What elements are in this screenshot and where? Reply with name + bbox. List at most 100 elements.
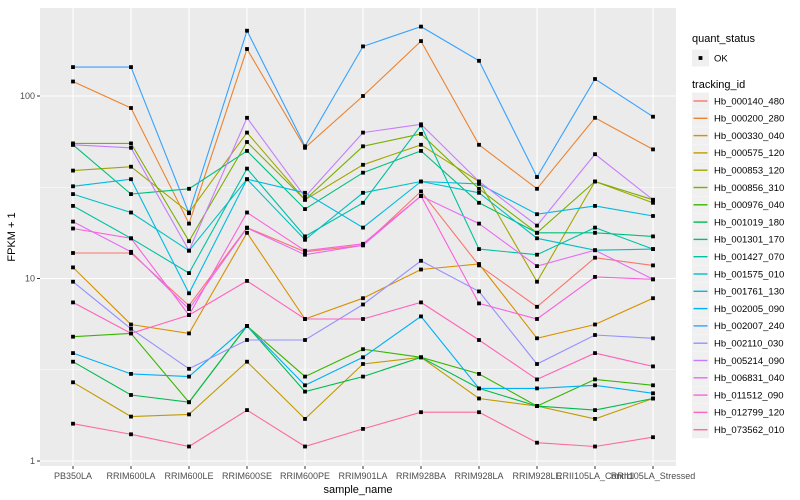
data-point xyxy=(129,322,133,327)
data-point xyxy=(419,189,423,194)
data-point xyxy=(593,230,597,235)
data-point xyxy=(129,164,133,169)
data-point xyxy=(477,186,481,191)
data-point xyxy=(535,264,539,268)
data-point xyxy=(651,296,655,301)
data-point xyxy=(477,338,481,342)
data-point xyxy=(477,386,481,391)
data-point xyxy=(651,396,655,401)
data-point xyxy=(535,175,539,179)
x-tick-label: RRIM928LA xyxy=(454,471,503,481)
data-point xyxy=(361,241,365,246)
data-point xyxy=(593,255,597,260)
data-point xyxy=(187,239,191,244)
data-point xyxy=(71,219,75,224)
data-point xyxy=(245,408,249,412)
data-point xyxy=(71,265,75,270)
data-point xyxy=(129,326,133,331)
data-point xyxy=(419,39,423,43)
data-point xyxy=(593,77,597,81)
data-point xyxy=(593,351,597,355)
data-point xyxy=(361,162,365,167)
data-point xyxy=(593,248,597,253)
data-point xyxy=(651,147,655,152)
x-tick-label: RRIM600SE xyxy=(222,471,272,481)
data-point xyxy=(187,374,191,379)
data-point xyxy=(245,359,249,364)
data-point xyxy=(245,324,249,328)
legend-quant-status-title: quant_status xyxy=(692,33,755,45)
data-point xyxy=(129,432,133,437)
data-point xyxy=(651,435,655,440)
data-point xyxy=(535,186,539,191)
data-point xyxy=(535,230,539,235)
data-point xyxy=(129,414,133,419)
data-point xyxy=(593,417,597,421)
x-tick-label: RRIM901LA xyxy=(338,471,387,481)
x-tick-label: RRIM600LA xyxy=(106,471,155,481)
x-tick-label: RRIM928LE xyxy=(512,471,561,481)
data-point xyxy=(303,195,307,199)
data-point xyxy=(477,301,481,306)
data-point xyxy=(303,237,307,242)
legend-tracking-label: Hb_000856_310 xyxy=(714,183,784,194)
data-point xyxy=(303,144,307,149)
data-point xyxy=(477,142,481,147)
x-tick-label: RRIM600LE xyxy=(164,471,213,481)
data-point xyxy=(593,322,597,327)
data-point xyxy=(303,444,307,449)
data-point xyxy=(71,192,75,196)
data-point xyxy=(71,168,75,173)
data-point xyxy=(419,179,423,184)
data-point xyxy=(129,65,133,69)
data-point xyxy=(187,271,191,275)
data-point xyxy=(477,289,481,294)
data-point xyxy=(245,279,249,283)
data-point xyxy=(71,380,75,385)
data-point xyxy=(477,396,481,401)
legend-tracking-label: Hb_001019_180 xyxy=(714,217,784,228)
data-point xyxy=(187,303,191,308)
data-point xyxy=(477,182,481,186)
data-point xyxy=(477,58,481,63)
data-point xyxy=(187,291,191,296)
data-point xyxy=(245,47,249,51)
data-point xyxy=(535,362,539,366)
legend-tracking-label: Hb_001575_010 xyxy=(714,269,784,280)
data-point xyxy=(245,140,249,144)
data-point xyxy=(245,130,249,135)
data-point xyxy=(651,197,655,202)
data-point xyxy=(535,336,539,341)
data-point xyxy=(187,307,191,311)
data-point xyxy=(477,221,481,226)
data-point xyxy=(71,251,75,255)
data-point xyxy=(71,300,75,305)
data-point xyxy=(303,207,307,211)
data-point xyxy=(129,236,133,241)
data-point xyxy=(535,252,539,257)
data-point xyxy=(593,115,597,120)
data-point xyxy=(71,351,75,355)
data-point xyxy=(71,334,75,339)
data-point xyxy=(187,248,191,253)
data-point xyxy=(651,391,655,396)
data-point xyxy=(651,114,655,119)
data-point xyxy=(303,252,307,257)
axes: 1 10 100 PB350LA RRIM600LA RRIM600LE RRIM600SE… xyxy=(20,91,695,481)
data-point xyxy=(535,404,539,408)
data-point xyxy=(535,386,539,391)
data-point xyxy=(187,400,191,405)
data-point xyxy=(651,214,655,218)
data-point xyxy=(419,355,423,360)
legend-tracking-label: Hb_000140_480 xyxy=(714,96,784,107)
black-point-icon xyxy=(698,56,703,60)
data-point xyxy=(245,226,249,230)
data-point xyxy=(187,211,191,216)
data-point xyxy=(71,204,75,208)
data-point xyxy=(361,44,365,49)
x-tick-label: PB350LA xyxy=(54,471,92,481)
data-point xyxy=(245,115,249,120)
data-point xyxy=(129,331,133,336)
data-point xyxy=(535,223,539,228)
legend-tracking-label: Hb_001761_130 xyxy=(714,287,784,298)
